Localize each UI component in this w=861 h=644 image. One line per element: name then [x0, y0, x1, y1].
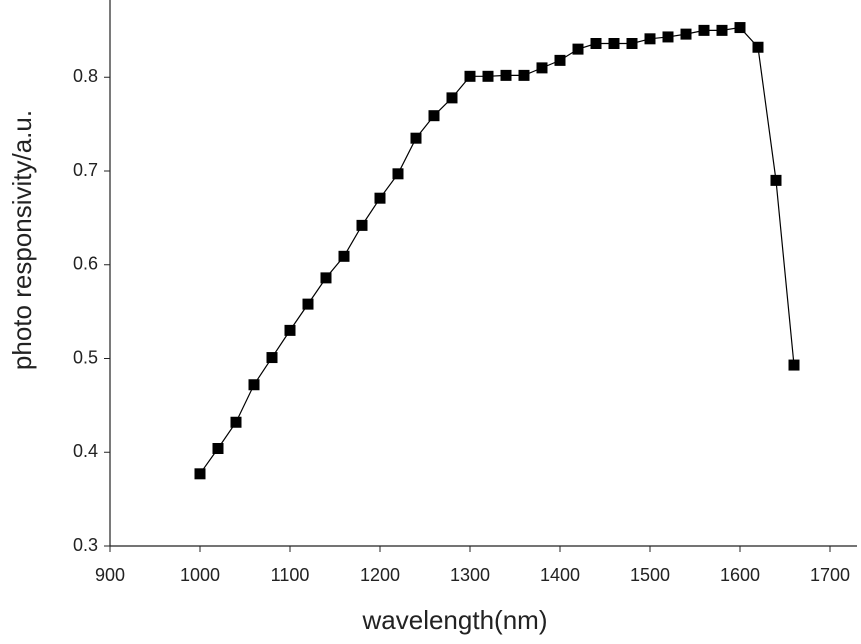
x-tick-label: 1600 [720, 565, 760, 585]
data-point [644, 33, 656, 45]
x-tick-label: 900 [95, 565, 125, 585]
data-point [248, 379, 260, 391]
data-point [518, 69, 530, 81]
data-point [788, 359, 800, 371]
data-point [266, 352, 278, 364]
data-point [428, 110, 440, 122]
x-tick-label: 1700 [810, 565, 850, 585]
data-point [446, 92, 458, 104]
x-tick-label: 1300 [450, 565, 490, 585]
x-tick-label: 1200 [360, 565, 400, 585]
y-tick-label: 0.3 [73, 535, 98, 555]
data-point [212, 443, 224, 454]
series-line [199, 26, 795, 475]
x-axis-title: wavelength(nm) [362, 605, 548, 635]
data-point [626, 38, 638, 49]
y-tick-label: 0.8 [73, 66, 98, 86]
data-point [590, 38, 602, 49]
x-tick-label: 1000 [180, 565, 220, 585]
data-point [230, 416, 242, 428]
x-tick-label: 1100 [271, 565, 310, 585]
data-point [680, 28, 692, 40]
data-point [320, 272, 332, 284]
data-point [392, 168, 404, 180]
data-point [338, 250, 350, 262]
data-point [356, 219, 368, 231]
x-tick-label: 1400 [540, 565, 580, 585]
data-point [608, 38, 620, 49]
y-tick-label: 0.5 [73, 347, 98, 367]
data-point [464, 70, 476, 82]
data-point [410, 132, 422, 144]
x-tick-label: 1500 [630, 565, 670, 585]
data-point [662, 31, 674, 43]
data-point [482, 70, 494, 82]
data-point [500, 69, 512, 81]
y-tick-label: 0.6 [73, 254, 98, 274]
data-point [194, 468, 206, 480]
data-point [302, 298, 314, 310]
data-point [374, 192, 386, 204]
data-point [752, 41, 764, 53]
data-point [536, 62, 548, 74]
data-point [554, 54, 566, 66]
y-tick-label: 0.7 [73, 160, 98, 180]
data-point [716, 24, 728, 36]
data-point [572, 43, 584, 55]
y-axis-title: photo responsivity/a.u. [7, 110, 37, 370]
y-tick-label: 0.4 [73, 441, 98, 461]
data-point [770, 174, 782, 186]
data-point [284, 324, 296, 336]
data-point [698, 24, 710, 36]
data-point [734, 22, 746, 34]
